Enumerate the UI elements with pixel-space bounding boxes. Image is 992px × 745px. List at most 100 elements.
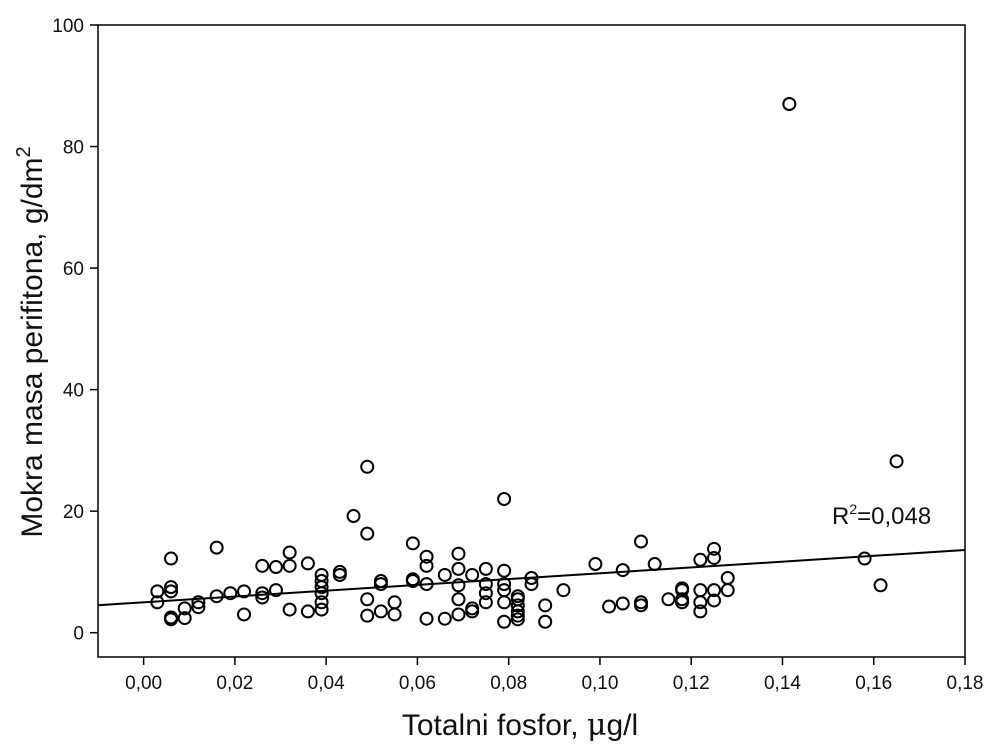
data-point — [451, 578, 466, 593]
data-point — [465, 567, 480, 582]
data-point — [150, 584, 165, 599]
data-point — [360, 459, 375, 474]
data-point — [191, 595, 206, 610]
data-point — [615, 596, 630, 611]
data-point — [405, 574, 420, 589]
data-point — [707, 593, 722, 608]
data-point — [150, 595, 165, 610]
data-point — [497, 492, 512, 506]
data-point — [497, 595, 512, 610]
data-point — [465, 604, 480, 619]
data-point — [314, 602, 329, 617]
data-point — [209, 589, 224, 604]
data-point — [720, 583, 735, 598]
data-point — [255, 558, 270, 573]
data-point — [437, 567, 452, 582]
x-tick-label: 0,14 — [764, 673, 801, 694]
data-point — [782, 97, 797, 111]
data-point — [332, 567, 347, 582]
data-point — [268, 583, 283, 598]
x-axis-ticks: 0,00 0,02 0,04 0,06 0,08 0,10 0,12 0,14 0,16 0,18 — [125, 657, 983, 694]
data-point — [720, 571, 735, 585]
y-tick-label: 0 — [73, 624, 84, 645]
data-point — [707, 550, 722, 565]
data-point — [510, 598, 525, 613]
data-point — [387, 607, 402, 622]
data-point — [164, 584, 179, 599]
data-point — [346, 509, 361, 524]
x-tick-label: 0,10 — [581, 673, 618, 694]
data-point — [419, 577, 434, 592]
x-tick-label: 0,08 — [490, 673, 527, 694]
data-point — [419, 611, 434, 626]
data-point — [373, 604, 388, 619]
data-point — [857, 551, 872, 566]
data-point — [478, 561, 493, 576]
data-point — [437, 611, 452, 626]
data-point — [707, 541, 722, 556]
data-point — [164, 612, 179, 627]
x-tick-label: 0,02 — [216, 673, 253, 694]
data-point — [889, 454, 904, 469]
data-point — [314, 595, 329, 610]
data-point — [177, 611, 192, 626]
x-axis-label: Totalni fosfor, μg/l — [402, 708, 638, 743]
data-point — [524, 571, 539, 585]
data-point — [360, 526, 375, 541]
data-point — [237, 584, 252, 599]
data-point — [693, 583, 708, 598]
data-point — [538, 598, 553, 613]
data-point — [556, 583, 571, 598]
data-point — [693, 595, 708, 610]
data-point — [268, 560, 283, 575]
data-point — [510, 612, 525, 627]
data-point — [223, 586, 238, 601]
data-point — [164, 580, 179, 595]
data-point — [405, 536, 420, 551]
data-point — [615, 563, 630, 578]
data-point — [451, 546, 466, 561]
data-point — [282, 545, 297, 560]
data-point — [524, 577, 539, 592]
data-point — [373, 577, 388, 592]
y-axis-label: Mokra masa perifitona, g/dm2 — [13, 146, 49, 537]
data-point — [675, 595, 690, 610]
data-point — [360, 592, 375, 607]
data-point — [282, 558, 297, 573]
data-point — [478, 577, 493, 592]
data-point — [538, 614, 553, 629]
y-tick-label: 20 — [63, 502, 84, 523]
data-point — [478, 595, 493, 610]
data-point — [419, 549, 434, 564]
y-tick-label: 60 — [63, 259, 84, 280]
data-point — [634, 534, 649, 549]
x-tick-label: 0,12 — [673, 673, 710, 694]
data-point — [478, 586, 493, 601]
data-point — [497, 563, 512, 578]
x-tick-label: 0,18 — [947, 673, 984, 694]
data-point — [451, 607, 466, 622]
data-point — [451, 592, 466, 607]
data-points — [150, 97, 904, 629]
data-point — [873, 578, 888, 593]
plot-area-frame — [97, 24, 966, 658]
data-point — [497, 614, 512, 629]
data-point — [510, 604, 525, 619]
data-point — [360, 608, 375, 623]
data-point — [300, 604, 315, 619]
y-tick-label: 100 — [52, 16, 84, 37]
data-point — [177, 601, 192, 616]
data-point — [387, 595, 402, 610]
data-point — [209, 540, 224, 555]
data-point — [707, 583, 722, 598]
data-point — [314, 580, 329, 595]
data-point — [588, 557, 603, 572]
data-point — [282, 602, 297, 617]
data-point — [602, 599, 617, 614]
y-axis-ticks: 0 20 40 60 80 100 — [52, 16, 98, 645]
data-point — [191, 600, 206, 615]
y-tick-label: 40 — [63, 381, 84, 402]
data-point — [255, 586, 270, 601]
data-point — [647, 557, 662, 572]
data-point — [300, 556, 315, 571]
